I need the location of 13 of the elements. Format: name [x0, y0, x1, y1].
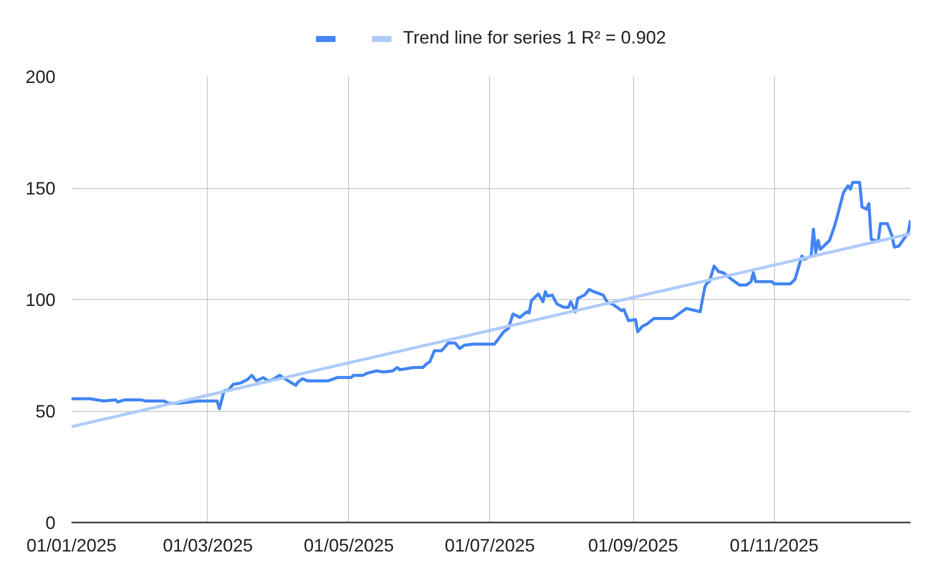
- y-tick-label: 50: [35, 402, 56, 422]
- x-tick-label: 01/05/2025: [304, 536, 394, 556]
- y-tick-label: 0: [45, 513, 56, 533]
- x-tick-label: 01/03/2025: [162, 536, 253, 556]
- legend-label: Trend line for series 1 R² = 0.902: [403, 28, 666, 48]
- x-tick-label: 01/07/2025: [444, 536, 535, 556]
- y-tick-label: 150: [25, 178, 56, 198]
- y-tick-label: 100: [25, 290, 56, 310]
- x-tick-label: 01/09/2025: [588, 536, 678, 556]
- y-tick-label: 200: [25, 67, 56, 87]
- x-tick-label: 01/11/2025: [730, 536, 819, 556]
- line-series: [72, 180, 910, 410]
- x-tick-label: 01/01/2025: [26, 536, 117, 556]
